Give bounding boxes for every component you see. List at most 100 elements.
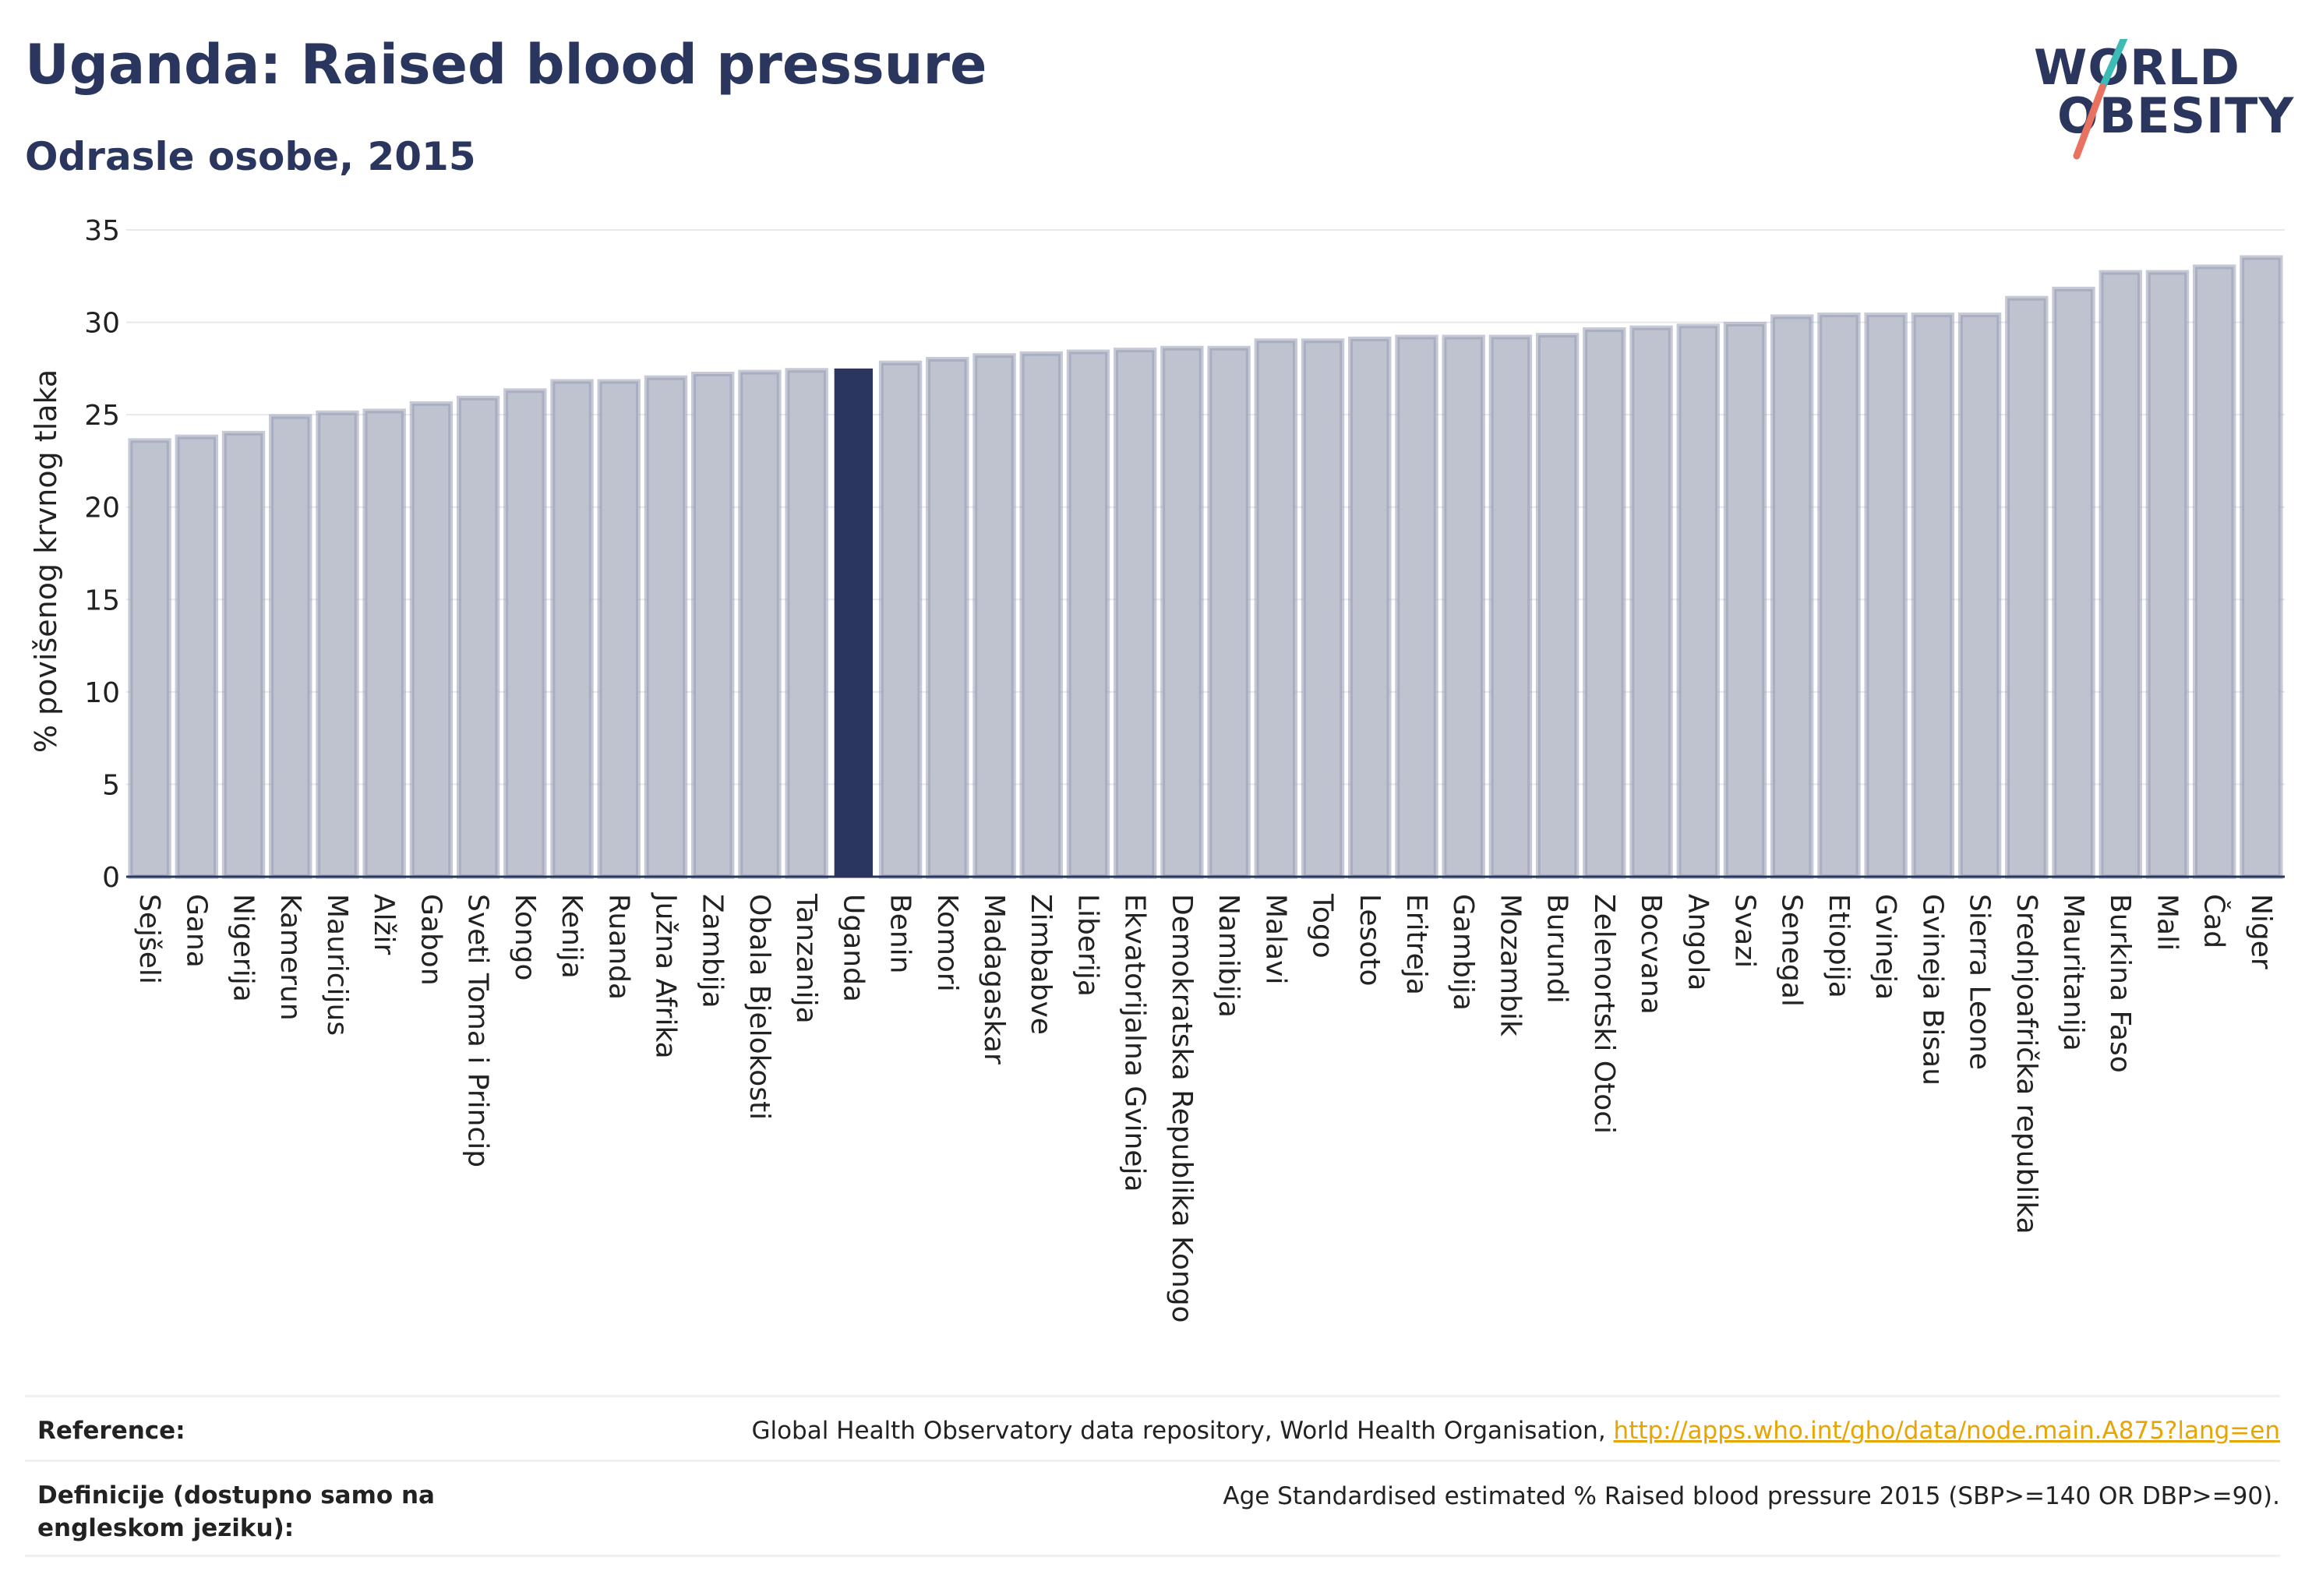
reference-label: Reference: (37, 1417, 185, 1445)
x-tick-label: Angola (1682, 894, 1714, 990)
bar (834, 368, 874, 877)
x-tick-label: Gabon (415, 894, 447, 986)
y-axis-label: % povišenog krvnog tlaka (29, 369, 63, 753)
y-tick-label: 0 (102, 862, 120, 894)
x-tick-label: Tanzanija (790, 893, 822, 1024)
bar (1488, 334, 1533, 880)
definition-label: Definicije (dostupno samo na engleskom j… (37, 1481, 435, 1542)
x-tick-label: Obala Bjelokosti (743, 894, 775, 1120)
bar (269, 414, 312, 879)
x-tick-label: Mauritanija (2057, 894, 2089, 1051)
bar (1395, 334, 1438, 880)
x-tick-label: Sejšeli (133, 894, 165, 984)
bar (1770, 314, 1814, 879)
x-tick-label: Ruanda (602, 894, 634, 1000)
chart-title: Uganda: Raised blood pressure (25, 33, 987, 97)
footer-divider-middle (25, 1460, 2280, 1462)
x-tick-label: Alžir (368, 894, 400, 955)
bar (2192, 264, 2236, 879)
x-tick-label: Madagaskar (978, 894, 1010, 1065)
bar (1535, 333, 1580, 879)
bar (972, 353, 1016, 879)
bar (1207, 345, 1251, 879)
bar (926, 357, 969, 879)
bar (409, 401, 454, 879)
x-tick-label: Senegal (1776, 894, 1808, 1007)
bar (456, 395, 500, 879)
x-tick-label: Mauricijus (321, 894, 353, 1036)
y-tick-label: 30 (84, 308, 120, 340)
logo-slash-icon (2073, 39, 2128, 160)
x-tick-label: Zelenortski Otoci (1588, 894, 1620, 1134)
x-tick-label: Togo (1307, 893, 1339, 959)
x-tick-label: Zambija (697, 894, 729, 1008)
bar (1676, 323, 1720, 880)
x-tick-label: Uganda (837, 894, 869, 1002)
bar (175, 434, 219, 880)
x-tick-label: Namibija (1213, 894, 1244, 1018)
bar (2052, 286, 2095, 879)
bar (1301, 338, 1345, 880)
bar (2145, 270, 2190, 880)
bar (644, 375, 688, 879)
x-tick-label: Demokratska Republika Kongo (1166, 894, 1198, 1323)
chart-subtitle: Odrasle osobe, 2015 (25, 134, 476, 179)
x-tick-label: Srednjoafrička republika (2010, 894, 2042, 1234)
x-tick-label: Komori (931, 894, 963, 992)
reference-link[interactable]: http://apps.who.int/gho/data/node.main.A… (1613, 1417, 2280, 1445)
bar (1864, 312, 1908, 880)
bar (597, 379, 641, 879)
bar (550, 379, 594, 879)
x-tick-label: Bocvana (1635, 894, 1667, 1015)
x-tick-label: Nigerija (228, 894, 259, 1002)
bar (1254, 338, 1298, 880)
bar (2005, 295, 2049, 879)
bar (1019, 351, 1063, 879)
bar (2240, 255, 2283, 880)
x-tick-label: Zimbabve (1025, 894, 1057, 1035)
footer-divider-top (25, 1395, 2280, 1397)
reference-text: Global Health Observatory data repositor… (751, 1417, 2280, 1445)
y-tick-label: 35 (84, 215, 120, 247)
bar (1583, 327, 1626, 880)
bar (128, 438, 171, 880)
x-tick-label: Kenija (556, 894, 588, 979)
x-tick-label: Kongo (509, 894, 541, 981)
bar (1629, 325, 1673, 879)
x-tick-label: Gambija (1447, 894, 1479, 1011)
x-tick-label: Čad (2198, 894, 2231, 948)
bar (1911, 312, 1955, 880)
footer-divider-bottom (25, 1555, 2280, 1557)
bar-chart: 0 5 10 15 20 25 30 35 % povišenog krvnog tlaka Se… (29, 215, 2285, 1323)
x-tick-label: Mozambik (1494, 894, 1526, 1036)
x-tick-label: Gvineja Bisau (1916, 894, 1948, 1086)
bar (2099, 270, 2142, 880)
x-tick-label: Gana (180, 894, 212, 968)
x-tick-label: Etiopija (1823, 894, 1855, 998)
y-tick-label: 20 (84, 493, 120, 524)
bar (503, 388, 547, 880)
x-tick-label: Gvineja (1869, 894, 1901, 1000)
y-tick-label: 15 (84, 584, 120, 616)
y-tick-label: 10 (84, 677, 120, 709)
bar (362, 408, 406, 879)
bar (1817, 312, 1861, 880)
x-tick-label: Ekvatorijalna Gvineja (1119, 894, 1151, 1192)
y-tick-label: 5 (102, 769, 120, 801)
bar (1957, 312, 2002, 880)
x-tick-label: Lesoto (1354, 894, 1385, 987)
bar (1066, 349, 1110, 879)
x-tick-label: Niger (2245, 894, 2277, 969)
bar (221, 430, 266, 880)
x-tick-label: Mali (2151, 894, 2183, 951)
bar (878, 360, 923, 879)
bar (785, 368, 828, 879)
x-tick-label: Benin (884, 894, 916, 973)
x-tick-label: Sveti Toma i Princip (462, 894, 494, 1167)
x-tick-label: Južna Afrika (650, 892, 682, 1059)
x-tick-label: Burkina Faso (2104, 894, 2136, 1073)
x-tick-label: Eritreja (1400, 894, 1432, 995)
bar (1442, 334, 1485, 880)
y-tick-label: 25 (84, 400, 120, 432)
x-tick-label: Burundi (1541, 894, 1573, 1004)
